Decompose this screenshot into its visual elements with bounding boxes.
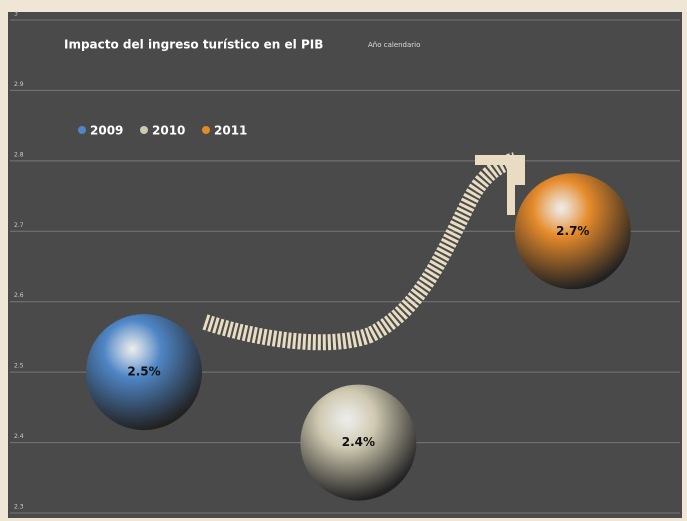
- y-tick-label: 2.4: [14, 433, 24, 440]
- y-tick-label: 2.9: [14, 81, 24, 88]
- chart-title: Impacto del ingreso turístico en el PIB: [64, 38, 323, 52]
- legend-label: 2011: [214, 124, 247, 138]
- legend-label: 2010: [152, 124, 185, 138]
- y-tick-label: 2.5: [14, 363, 24, 370]
- y-tick-label: 2.7: [14, 222, 24, 229]
- chart-subtitle: Año calendario: [368, 41, 420, 49]
- data-label: 2.5%: [127, 365, 160, 379]
- bubble: [514, 173, 631, 290]
- legend-swatch: [140, 126, 148, 134]
- legend-swatch: [78, 126, 86, 134]
- y-tick-label: 2.6: [14, 292, 24, 299]
- data-label: 2.7%: [556, 224, 589, 238]
- legend-swatch: [202, 126, 210, 134]
- y-tick-label: 3: [14, 11, 18, 18]
- y-tick-label: 2.3: [14, 504, 24, 511]
- arrow-head: [475, 155, 525, 215]
- bubble: [300, 384, 417, 501]
- legend-label: 2009: [90, 124, 123, 138]
- data-label: 2.4%: [342, 435, 375, 449]
- y-tick-label: 2.8: [14, 151, 24, 158]
- marks: 2.3 2.4 2.5 2.6 2.7 2.8 2.9 3 2009 2010 2011 2.5% 2.…: [10, 11, 680, 514]
- bubble: [86, 314, 202, 431]
